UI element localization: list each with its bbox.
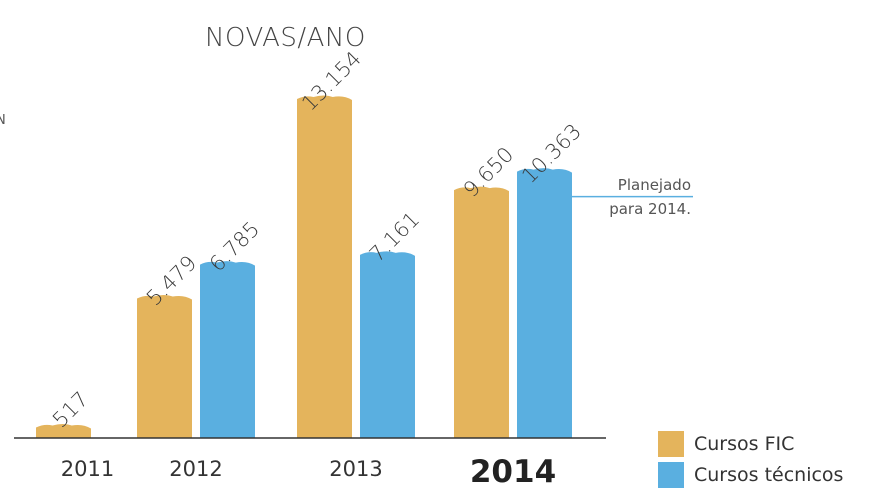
bar-fic-2014 [454, 186, 509, 438]
chart-title: NOVAS/ANO [205, 23, 366, 53]
side-text-fragment: N [0, 113, 6, 128]
legend-label-fic: Cursos FIC [694, 433, 794, 455]
bar-tecnicos-2012 [200, 261, 255, 438]
legend-label-tecnicos: Cursos técnicos [694, 464, 843, 486]
bar-tecnicos-2014 [517, 168, 572, 438]
bar-fic-2012 [137, 295, 192, 438]
bar-tecnicos-2013 [360, 251, 415, 438]
planned-note-line-2: para 2014. [609, 200, 691, 218]
bar-fic-2011 [36, 424, 91, 438]
x-tick-labels: 2011 2012 2013 2014 [61, 454, 556, 490]
x-tick-2013: 2013 [329, 457, 382, 481]
x-tick-2011: 2011 [61, 457, 114, 481]
legend-swatch-fic [658, 431, 684, 457]
x-tick-2014: 2014 [470, 454, 556, 490]
legend-swatch-tecnicos [658, 462, 684, 488]
bars-group [36, 95, 572, 438]
planned-note-line-1: Planejado [618, 176, 691, 194]
bar-fic-2013 [297, 95, 352, 438]
legend: Cursos FIC Cursos técnicos [658, 431, 843, 488]
x-tick-2012: 2012 [169, 457, 222, 481]
